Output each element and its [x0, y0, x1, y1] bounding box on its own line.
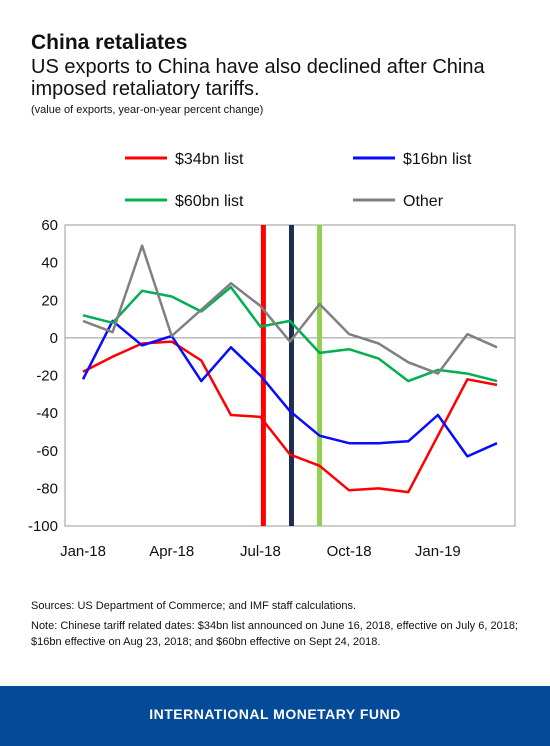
y-tick-label: -100 — [28, 518, 58, 535]
legend-label: $16bn list — [403, 151, 472, 168]
tariff-dates-note: Note: Chinese tariff related dates: $34b… — [31, 618, 521, 650]
x-tick-label: Jan-18 — [60, 543, 106, 560]
sources-note: Sources: US Department of Commerce; and … — [31, 598, 521, 614]
chart-title: China retaliates — [31, 30, 187, 56]
x-tick-label: Apr-18 — [149, 543, 194, 560]
chart-legend: $34bn list $16bn list $60bn list Other — [125, 151, 472, 210]
x-tick-label: Jan-19 — [415, 543, 461, 560]
x-tick-label: Jul-18 — [240, 543, 281, 560]
chart-subtitle: US exports to China have also declined a… — [31, 56, 531, 100]
y-tick-label: 60 — [41, 217, 58, 234]
y-tick-label: -20 — [36, 368, 58, 385]
tariff-event-lines — [263, 225, 319, 526]
footer-band: INTERNATIONAL MONETARY FUND — [0, 686, 550, 746]
legend-label: Other — [403, 193, 444, 210]
x-tick-label: Oct-18 — [327, 543, 372, 560]
imf-logo-text: INTERNATIONAL MONETARY FUND — [0, 686, 550, 746]
y-tick-label: 40 — [41, 255, 58, 272]
legend-label: $60bn list — [175, 193, 244, 210]
y-tick-label: 0 — [50, 330, 58, 347]
line-chart: $34bn list $16bn list $60bn list Other 60 40… — [0, 130, 550, 570]
unit-note: (value of exports, year-on-year percent … — [31, 104, 263, 116]
y-tick-label: 20 — [41, 292, 58, 309]
y-tick-label: -60 — [36, 443, 58, 460]
y-tick-label: -40 — [36, 405, 58, 422]
legend-label: $34bn list — [175, 151, 244, 168]
y-tick-label: -80 — [36, 480, 58, 497]
